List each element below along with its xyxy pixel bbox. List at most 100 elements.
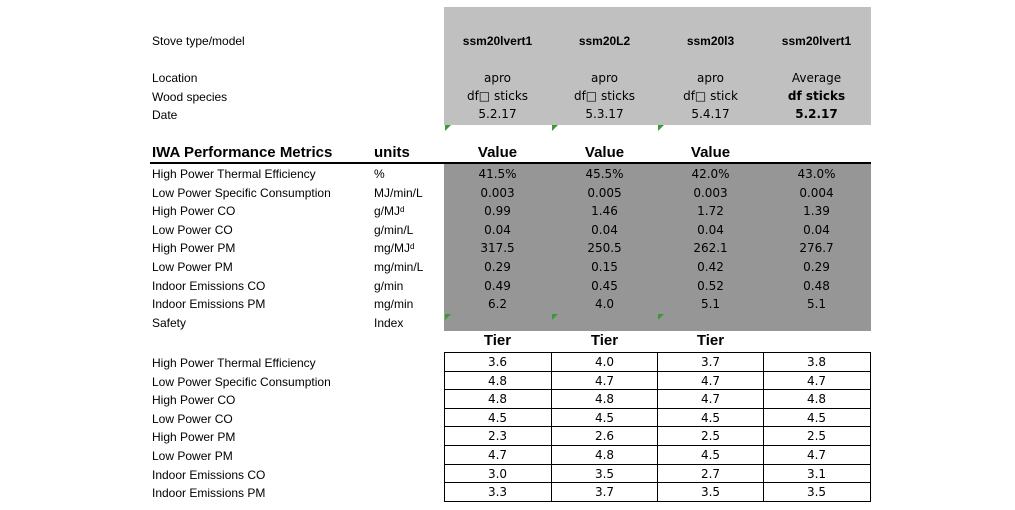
tier-value: 4.8 (487, 392, 508, 407)
tier-value: 2.3 (487, 429, 508, 444)
comment-marker-icon (445, 125, 451, 131)
metric-unit: MJ/min/L (374, 186, 423, 200)
metric-value: 42.0% (691, 167, 730, 181)
metric-value: 0.15 (591, 260, 618, 274)
tier-grid-bottom-border (444, 500, 871, 502)
metric-value: 1.72 (697, 204, 724, 218)
tier-metric-name: High Power PM (152, 430, 236, 445)
metric-value: 5.1 (806, 297, 827, 311)
tier-metric-name: Indoor Emissions PM (152, 486, 266, 501)
column-location: apro (484, 71, 511, 85)
tier-cell (657, 463, 764, 483)
column-location: apro (697, 71, 724, 85)
metric-name: High Power Thermal Efficiency (152, 167, 316, 181)
comment-marker-icon (658, 125, 664, 131)
tier-value: 3.6 (487, 355, 508, 369)
header-block (444, 7, 871, 125)
tier-value: 3.5 (700, 485, 721, 500)
tier-value: 4.7 (806, 448, 827, 462)
tier-value: 4.5 (487, 410, 508, 425)
tier-metric-name: High Power Thermal Efficiency (152, 356, 316, 370)
tier-cell (763, 370, 870, 390)
tier-value: 4.5 (700, 448, 721, 462)
column-value-header: Value (477, 144, 518, 161)
tier-metric-name: Low Power PM (152, 449, 233, 463)
tier-cell (444, 407, 551, 427)
metric-value: 0.04 (697, 223, 724, 237)
tier-cell (444, 352, 551, 371)
metric-unit: % (374, 167, 385, 181)
column-value-header: Value (690, 144, 731, 161)
metric-unit: Index (374, 316, 404, 330)
metric-value: 1.46 (591, 204, 618, 218)
metric-value: 0.45 (591, 279, 618, 293)
metric-value: 250.5 (587, 241, 622, 255)
tier-value: 4.8 (487, 373, 508, 388)
tier-cell (551, 426, 658, 445)
metric-value: 45.5% (585, 167, 624, 181)
metric-unit: mg/min/L (374, 260, 424, 274)
column-model: ssm20l3 (686, 34, 735, 48)
tier-metric-name: Indoor Emissions CO (152, 467, 266, 482)
metric-value: 43.0% (797, 167, 836, 181)
metrics-header: IWA Performance Metrics (152, 144, 333, 161)
tier-value: 4.8 (806, 392, 827, 407)
metric-name: High Power CO (152, 204, 236, 218)
tier-cell (551, 352, 658, 371)
metric-unit: g/min/L (374, 223, 414, 237)
tier-metric-name: Low Power Specific Consumption (152, 374, 331, 389)
column-date: 5.2.17 (795, 107, 838, 121)
column-date: 5.2.17 (478, 107, 517, 121)
tier-value: 3.5 (594, 466, 615, 481)
tier-value: 2.5 (700, 429, 721, 444)
tier-cell (763, 389, 870, 408)
tier-value: 3.5 (806, 485, 827, 500)
tier-cell (657, 370, 764, 390)
tier-cell (551, 463, 658, 483)
tier-cell (444, 389, 551, 408)
metric-value: 1.39 (803, 204, 830, 218)
tier-cell (551, 407, 658, 427)
tier-cell (657, 389, 764, 408)
metric-unit: mg/min (374, 297, 414, 311)
metric-name: Low Power CO (152, 223, 233, 237)
tier-cell (444, 445, 551, 464)
date-label: Date (152, 108, 178, 122)
wood-species-label: Wood species (152, 90, 228, 104)
tier-value: 2.7 (700, 466, 721, 481)
tier-cell (657, 482, 764, 501)
metric-value: 5.1 (700, 297, 721, 311)
tier-cell (763, 445, 870, 464)
column-wood: df□ sticks (573, 89, 636, 103)
column-wood: df sticks (787, 89, 846, 103)
metric-value: 262.1 (693, 241, 728, 255)
tier-cell (763, 352, 870, 371)
tier-metric-name: High Power CO (152, 393, 236, 408)
tier-cell (657, 426, 764, 445)
metric-value: 0.42 (697, 260, 724, 274)
tier-cell (657, 352, 764, 371)
metric-value: 0.003 (693, 186, 728, 200)
tier-metric-name: Low Power CO (152, 411, 233, 426)
column-wood: df□ stick (683, 89, 738, 103)
metric-value: 0.29 (484, 260, 511, 274)
metric-unit: g/MJᵈ (374, 204, 405, 218)
metric-value: 0.48 (803, 279, 830, 293)
tier-value: 4.5 (700, 410, 721, 425)
tier-cell (551, 482, 658, 501)
tier-cell (444, 426, 551, 445)
tier-cell (657, 445, 764, 464)
column-date: 5.3.17 (585, 107, 624, 121)
metric-name: Low Power PM (152, 260, 233, 274)
metric-value: 0.52 (697, 279, 724, 293)
metric-value: 0.29 (803, 260, 830, 274)
column-wood: df□ sticks (466, 89, 529, 103)
metric-name: Indoor Emissions CO (152, 279, 266, 293)
column-tier-header: Tier (483, 332, 512, 349)
metric-value: 41.5% (478, 167, 517, 181)
metric-name: Indoor Emissions PM (152, 297, 266, 311)
metric-value: 0.04 (591, 223, 618, 237)
metric-unit: g/min (374, 279, 404, 293)
tier-value: 4.7 (594, 373, 615, 388)
tier-value: 4.5 (594, 410, 615, 425)
